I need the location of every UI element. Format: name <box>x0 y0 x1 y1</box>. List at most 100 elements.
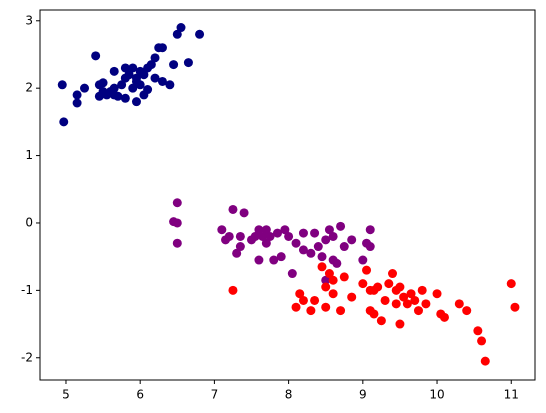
point <box>91 51 101 61</box>
point <box>172 29 182 39</box>
point <box>146 60 156 70</box>
x-tick-label: 9 <box>359 388 367 402</box>
point <box>261 238 271 248</box>
point <box>328 275 338 285</box>
point <box>57 80 67 90</box>
point <box>298 295 308 305</box>
point <box>313 242 323 252</box>
point <box>276 252 286 262</box>
point <box>235 242 245 252</box>
point <box>432 289 442 299</box>
point <box>388 269 398 279</box>
point <box>109 66 119 76</box>
point <box>376 316 386 326</box>
point <box>291 238 301 248</box>
point <box>228 285 238 295</box>
y-tick-label: 0 <box>25 215 33 229</box>
point <box>321 275 331 285</box>
point <box>336 306 346 316</box>
point <box>347 292 357 302</box>
point <box>365 225 375 235</box>
point <box>291 302 301 312</box>
point <box>235 231 245 241</box>
x-tick-label: 10 <box>429 388 444 402</box>
point <box>143 85 153 95</box>
point <box>328 289 338 299</box>
point <box>317 262 327 272</box>
point <box>324 225 334 235</box>
y-tick-label: 1 <box>25 148 33 162</box>
point <box>306 306 316 316</box>
point <box>339 242 349 252</box>
point <box>272 228 282 238</box>
point <box>417 285 427 295</box>
point <box>120 63 130 73</box>
x-tick-label: 8 <box>285 388 293 402</box>
point <box>391 299 401 309</box>
point <box>169 60 179 70</box>
point <box>124 70 134 80</box>
point <box>439 312 449 322</box>
point <box>150 73 160 83</box>
point <box>224 231 234 241</box>
point <box>172 238 182 248</box>
point <box>332 258 342 268</box>
point <box>384 279 394 289</box>
point <box>128 83 138 93</box>
point <box>139 70 149 80</box>
point <box>254 255 264 265</box>
point <box>310 228 320 238</box>
point <box>358 279 368 289</box>
point <box>165 80 175 90</box>
point <box>284 231 294 241</box>
point <box>298 228 308 238</box>
point <box>117 80 127 90</box>
point <box>172 198 182 208</box>
point <box>362 265 372 275</box>
point <box>109 90 119 100</box>
point <box>157 76 167 86</box>
point <box>258 231 268 241</box>
point <box>280 225 290 235</box>
point <box>217 225 227 235</box>
point <box>131 76 141 86</box>
point <box>395 282 405 292</box>
point <box>380 295 390 305</box>
y-tick-label: -2 <box>21 350 33 364</box>
point <box>462 306 472 316</box>
point <box>98 78 108 88</box>
point <box>59 117 69 127</box>
point <box>298 245 308 255</box>
point <box>324 269 334 279</box>
point <box>183 58 193 68</box>
point <box>317 252 327 262</box>
point <box>347 235 357 245</box>
x-tick-label: 5 <box>62 388 70 402</box>
point <box>176 23 186 33</box>
point <box>261 225 271 235</box>
y-tick-label: -1 <box>21 283 33 297</box>
y-tick-label: 3 <box>25 13 33 27</box>
point <box>321 235 331 245</box>
point <box>195 29 205 39</box>
point <box>80 83 90 93</box>
point <box>454 299 464 309</box>
x-tick-label: 7 <box>211 388 219 402</box>
point <box>480 356 490 366</box>
point <box>269 255 279 265</box>
point <box>339 272 349 282</box>
point <box>473 326 483 336</box>
point <box>172 218 182 228</box>
point <box>365 242 375 252</box>
point <box>406 289 416 299</box>
point <box>287 269 297 279</box>
point <box>265 231 275 241</box>
point <box>232 248 242 258</box>
point <box>399 292 409 302</box>
point <box>321 282 331 292</box>
point <box>369 309 379 319</box>
point <box>228 204 238 214</box>
point <box>310 295 320 305</box>
x-tick-label: 11 <box>504 388 519 402</box>
